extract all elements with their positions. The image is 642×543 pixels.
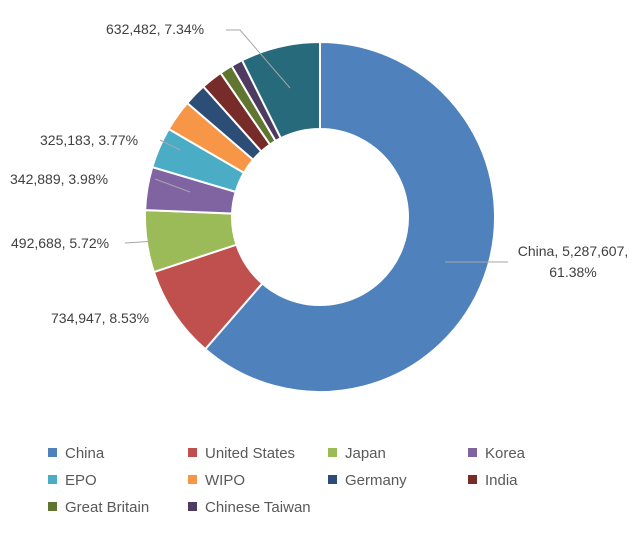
legend-label: Korea <box>485 445 526 462</box>
legend-swatch <box>48 448 57 457</box>
legend-label: EPO <box>65 472 97 489</box>
legend-swatch <box>188 502 197 511</box>
legend-label: Chinese Taiwan <box>205 499 311 516</box>
legend-label: China <box>65 445 105 462</box>
legend-label: India <box>485 472 518 489</box>
data-label: China, 5,287,607, 61.38% <box>517 243 629 280</box>
legend-entry: EPO <box>48 472 97 489</box>
donut-segment <box>240 40 321 140</box>
legend-entry: Chinese Taiwan <box>188 499 311 516</box>
legend-label: Great Britain <box>65 499 150 516</box>
leader-line <box>124 240 157 244</box>
legend-entry: India <box>468 472 518 489</box>
legend-label: WIPO <box>205 472 245 489</box>
leader-line <box>154 178 191 193</box>
legend-entry: China <box>48 445 104 462</box>
data-label: 632,482, 7.34% <box>106 21 205 37</box>
legend-label: Japan <box>345 445 386 462</box>
data-label: 342,889, 3.98% <box>10 171 109 187</box>
legend-entry: United States <box>188 445 295 462</box>
legend-entry: Germany <box>328 472 407 489</box>
data-label: 325,183, 3.77% <box>40 132 139 148</box>
legend-swatch <box>188 475 197 484</box>
legend-label: Germany <box>345 472 407 489</box>
legend-swatch <box>48 475 57 484</box>
leader-line <box>159 139 181 151</box>
legend-swatch <box>48 502 57 511</box>
leader-line <box>226 29 291 89</box>
legend-entry: Japan <box>328 445 386 462</box>
data-label: 492,688, 5.72% <box>11 235 110 251</box>
legend-entry: WIPO <box>188 472 245 489</box>
legend-swatch <box>468 475 477 484</box>
legend-entry: Korea <box>468 445 525 462</box>
legend-swatch <box>328 448 337 457</box>
legend-swatch <box>328 475 337 484</box>
data-label: 734,947, 8.53% <box>51 310 150 326</box>
legend-swatch <box>468 448 477 457</box>
legend-swatch <box>188 448 197 457</box>
legend-entry: Great Britain <box>48 499 149 516</box>
legend-label: United States <box>205 445 296 462</box>
donut-segment <box>203 40 496 393</box>
